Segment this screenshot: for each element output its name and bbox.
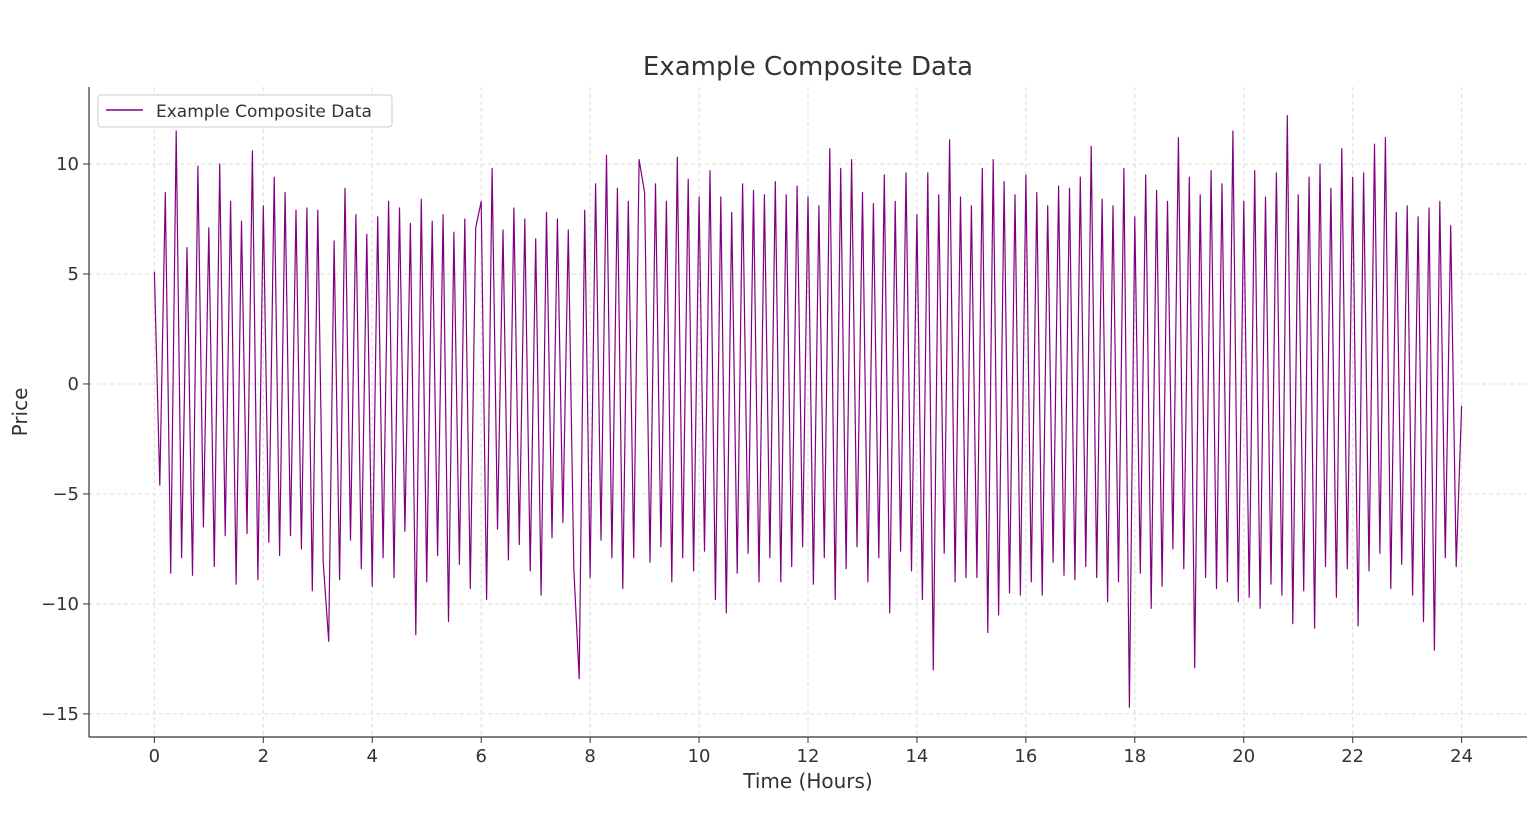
x-axis-label: Time (Hours) bbox=[742, 769, 873, 793]
y-tick-label: −10 bbox=[41, 594, 79, 615]
y-tick-label: 10 bbox=[56, 154, 79, 175]
x-tick-label: 8 bbox=[584, 746, 595, 767]
legend-box bbox=[97, 94, 393, 128]
legend-label: Example Composite Data bbox=[156, 102, 372, 122]
x-tick-label: 10 bbox=[688, 746, 711, 767]
series-line bbox=[153, 114, 1463, 708]
x-tick-label: 20 bbox=[1232, 746, 1255, 767]
x-tick-label: 0 bbox=[149, 746, 160, 767]
y-tick-label: −5 bbox=[52, 484, 79, 505]
grid bbox=[89, 87, 1527, 737]
y-axis-label: Price bbox=[8, 388, 32, 437]
x-tick-label: 6 bbox=[475, 746, 486, 767]
y-tick-label: 0 bbox=[68, 374, 79, 395]
x-tick-label: 16 bbox=[1014, 746, 1037, 767]
series-group bbox=[153, 114, 1463, 708]
x-tick-label: 24 bbox=[1450, 746, 1473, 767]
legend: Example Composite Data bbox=[97, 94, 393, 128]
x-tick-label: 14 bbox=[905, 746, 928, 767]
x-tick-label: 22 bbox=[1341, 746, 1364, 767]
x-tick-label: 4 bbox=[367, 746, 378, 767]
x-tick-label: 2 bbox=[258, 746, 269, 767]
chart-title: Example Composite Data bbox=[643, 52, 973, 82]
x-tick-label: 18 bbox=[1123, 746, 1146, 767]
y-tick-label: 5 bbox=[68, 264, 79, 285]
y-tick-label: −15 bbox=[41, 704, 79, 725]
x-tick-label: 12 bbox=[797, 746, 820, 767]
